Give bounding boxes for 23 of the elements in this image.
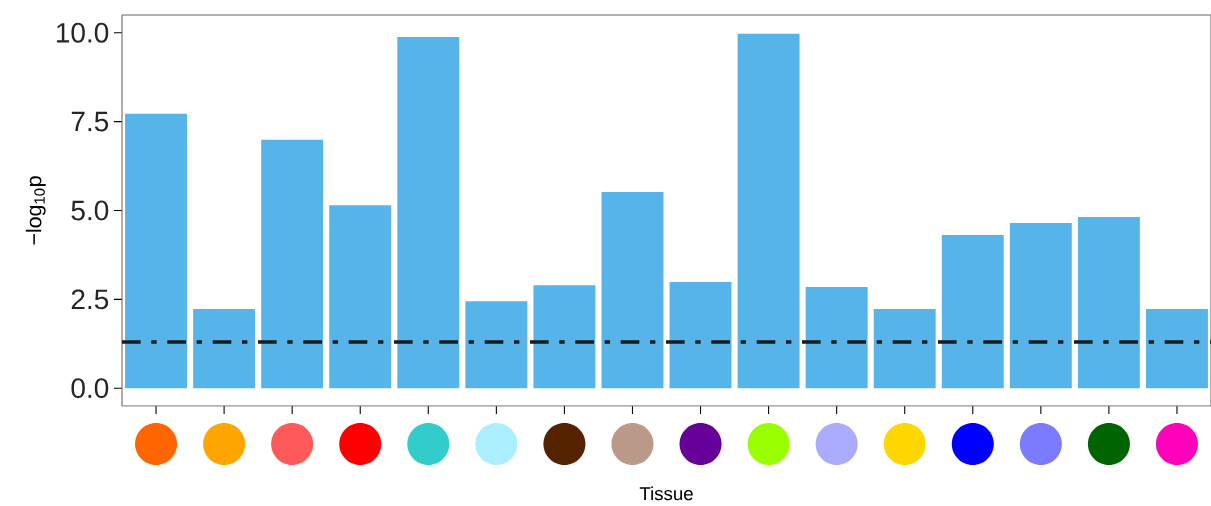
y-tick-label: 5.0 (71, 200, 109, 221)
bar (465, 301, 528, 389)
bar (873, 308, 936, 389)
bar (601, 192, 664, 389)
bar (805, 286, 868, 389)
bar (941, 235, 1004, 389)
bar (1077, 216, 1140, 389)
bar (125, 113, 188, 389)
bar (397, 37, 460, 389)
bar (1145, 308, 1208, 389)
x-axis-title: Tissue (639, 486, 693, 501)
bar (193, 308, 256, 389)
y-axis-title: −log$_{10}$p (25, 176, 46, 245)
bar (737, 33, 800, 389)
bar (533, 285, 596, 389)
y-tick-label: 0.0 (71, 378, 109, 399)
y-tick-label: 7.5 (71, 111, 109, 132)
y-tick-label: 2.5 (71, 289, 109, 310)
bar (329, 205, 392, 389)
bar (669, 281, 732, 389)
bar (261, 139, 324, 389)
y-tick-label: 10.0 (56, 22, 109, 43)
bar (1009, 222, 1072, 389)
